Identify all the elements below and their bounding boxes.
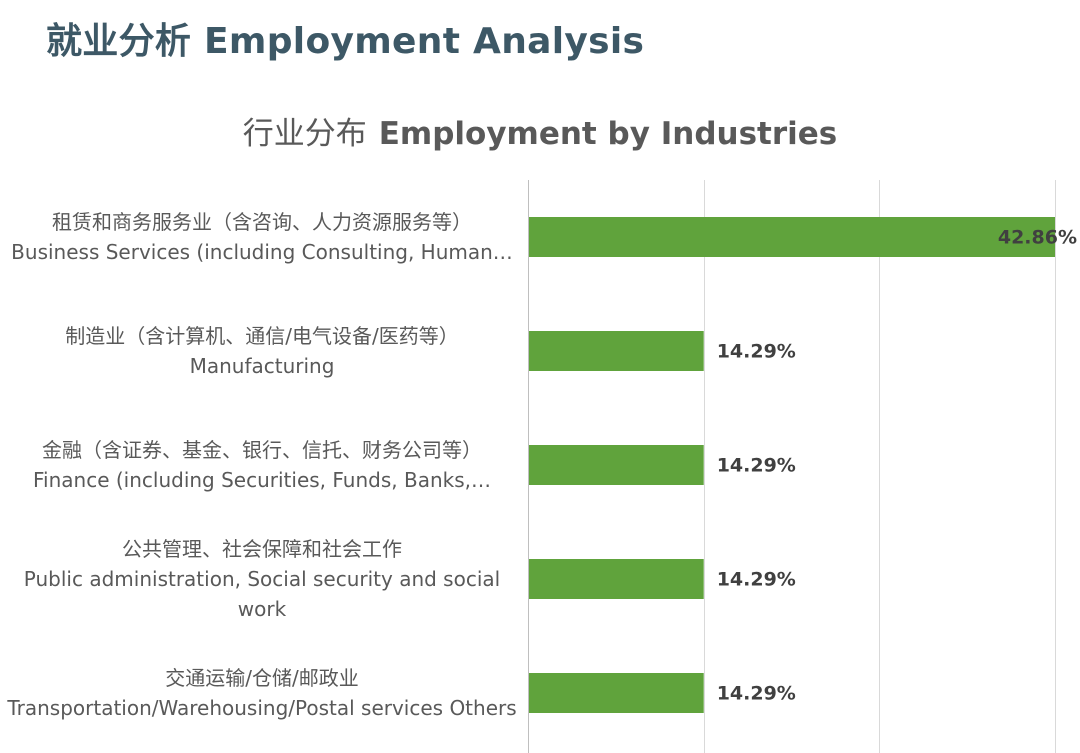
bar xyxy=(529,331,704,371)
chart-title: 行业分布 Employment by Industries xyxy=(0,108,1080,153)
category-label: 金融（含证券、基金、银行、信托、财务公司等） Finance (including… xyxy=(2,435,522,495)
bar xyxy=(529,559,704,599)
category-label-cn: 公共管理、社会保障和社会工作 xyxy=(122,537,402,561)
chart-title-en: Employment by Industries xyxy=(378,116,838,152)
category-label-en: Finance (including Securities, Funds, Ba… xyxy=(32,468,491,492)
category-label: 公共管理、社会保障和社会工作 Public administration, Soc… xyxy=(2,534,522,624)
bar xyxy=(529,673,704,713)
bar xyxy=(529,217,1055,257)
bar xyxy=(529,445,704,485)
page-title: 就业分析 Employment Analysis xyxy=(46,21,645,62)
category-label-en: Business Services (including Consulting,… xyxy=(11,240,513,264)
data-label: 14.29% xyxy=(717,683,796,705)
category-label-cn: 金融（含证券、基金、银行、信托、财务公司等） xyxy=(42,438,482,462)
category-label-cn: 租赁和商务服务业（含咨询、人力资源服务等） xyxy=(52,210,472,234)
category-label: 制造业（含计算机、通信/电气设备/医药等） Manufacturing xyxy=(2,321,522,381)
category-label-cn: 制造业（含计算机、通信/电气设备/医药等） xyxy=(65,324,459,348)
category-label: 交通运输/仓储/邮政业 Transportation/Warehousing/Po… xyxy=(2,663,522,723)
category-label-en: Public administration, Social security a… xyxy=(23,567,501,621)
data-label: 14.29% xyxy=(717,455,796,477)
category-label-en: Transportation/Warehousing/Postal servic… xyxy=(7,696,517,720)
category-label: 租赁和商务服务业（含咨询、人力资源服务等） Business Services (… xyxy=(2,207,522,267)
category-label-cn: 交通运输/仓储/邮政业 xyxy=(165,666,359,690)
category-label-en: Manufacturing xyxy=(189,354,335,378)
data-label: 14.29% xyxy=(717,341,796,363)
data-label: 42.86% xyxy=(998,227,1077,249)
data-label: 14.29% xyxy=(717,569,796,591)
chart-title-cn: 行业分布 xyxy=(242,116,367,152)
